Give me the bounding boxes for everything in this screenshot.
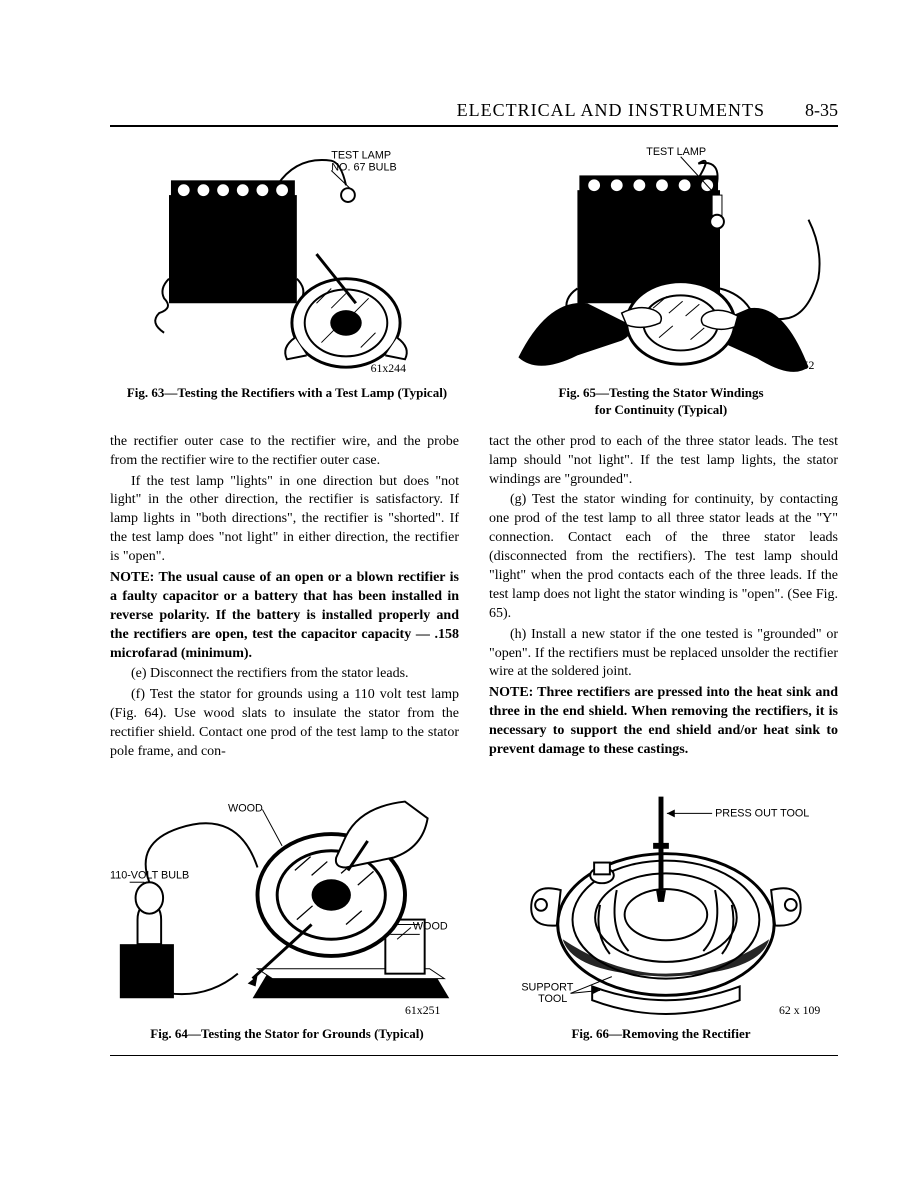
figure-66-illustration: PRESS OUT TOOL SUPPORT TOOL 62 x 109 [484,770,838,1020]
left-p1: the rectifier outer case to the rectifie… [110,433,459,471]
left-p3: (e) Disconnect the rectifiers from the s… [110,665,459,684]
fig64-caption: Fig. 64—Testing the Stator for Grounds (… [150,1026,423,1043]
manual-page: ELECTRICAL AND INSTRUMENTS 8-35 [0,0,918,1188]
right-p2: (g) Test the stator winding for continui… [489,491,838,623]
figure-65: TEST LAMP 61x252 Fig. 65—Testing the Sta… [484,139,838,419]
footer-rule [110,1055,838,1056]
fig63-caption: Fig. 63—Testing the Rectifiers with a Te… [127,385,447,402]
figure-66: PRESS OUT TOOL SUPPORT TOOL 62 x 109 Fig… [484,770,838,1043]
figure-64-illustration: WOOD WOOD 110-VOLT BULB 61x251 [110,770,464,1020]
fig66-label-support-l1: SUPPORT [521,981,573,993]
fig65-caption-l2: for Continuity (Typical) [595,402,727,417]
figure-63-illustration: TEST LAMP NO. 67 BULB 61x244 [110,139,464,379]
left-column: the rectifier outer case to the rectifie… [110,433,459,764]
fig64-label-wood1: WOOD [228,802,263,814]
bottom-figure-row: WOOD WOOD 110-VOLT BULB 61x251 Fig. 64—T… [110,770,838,1043]
right-p3: (h) Install a new stator if the one test… [489,626,838,683]
fig65-idnum: 61x252 [779,358,814,372]
right-note: NOTE: Three rectifiers are pressed into … [489,684,838,760]
fig66-caption: Fig. 66—Removing the Rectifier [571,1026,750,1043]
right-p1: tact the other prod to each of the three… [489,433,838,490]
fig65-caption-l1: Fig. 65—Testing the Stator Windings [558,385,763,400]
right-column: tact the other prod to each of the three… [489,433,838,764]
left-p2: If the test lamp "lights" in one directi… [110,473,459,567]
figure-65-illustration: TEST LAMP 61x252 [484,139,838,379]
fig64-idnum: 61x251 [405,1003,440,1017]
page-number: 8-35 [805,100,838,121]
fig63-idnum: 61x244 [371,361,406,375]
figure-64: WOOD WOOD 110-VOLT BULB 61x251 Fig. 64—T… [110,770,464,1043]
fig66-idnum: 62 x 109 [779,1003,820,1017]
left-note: NOTE: The usual cause of an open or a bl… [110,569,459,663]
fig64-label-bulb: 110-VOLT BULB [110,869,189,881]
figure-63: TEST LAMP NO. 67 BULB 61x244 Fig. 63—Tes… [110,139,464,419]
fig66-label-support-l2: TOOL [538,993,567,1005]
left-p4: (f) Test the stator for grounds using a … [110,686,459,762]
section-title: ELECTRICAL AND INSTRUMENTS [457,100,765,121]
top-figure-row: TEST LAMP NO. 67 BULB 61x244 Fig. 63—Tes… [110,139,838,419]
fig64-label-wood2: WOOD [413,920,448,932]
fig65-label-testlamp: TEST LAMP [646,146,706,158]
fig63-label-testlamp: TEST LAMP [331,150,391,162]
fig65-caption: Fig. 65—Testing the Stator Windings for … [558,385,763,419]
page-header: ELECTRICAL AND INSTRUMENTS 8-35 [110,100,838,127]
body-columns: the rectifier outer case to the rectifie… [110,433,838,764]
fig66-label-press: PRESS OUT TOOL [715,807,809,819]
fig63-label-bulb: NO. 67 BULB [331,162,396,174]
